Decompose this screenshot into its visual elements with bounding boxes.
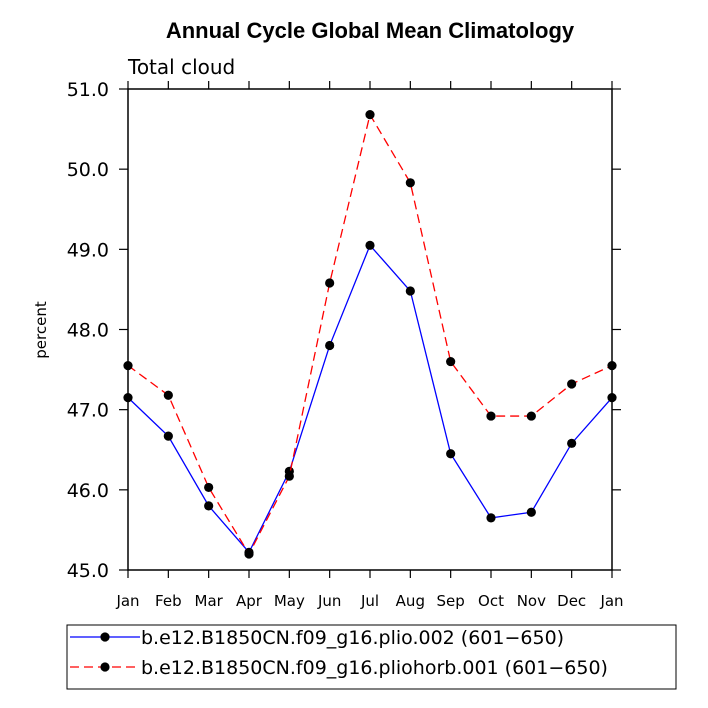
x-tick-label: Sep — [437, 592, 465, 610]
x-tick-label: Feb — [155, 592, 182, 610]
x-tick-label: Nov — [517, 592, 546, 610]
x-tick-label: Mar — [195, 592, 224, 610]
chart-title: Annual Cycle Global Mean Climatology — [166, 18, 575, 43]
series-2-point — [526, 411, 536, 421]
series-line-2 — [127, 112, 613, 556]
series-1-point — [486, 513, 496, 523]
series-layer — [123, 110, 617, 559]
legend: b.e12.B1850CN.f09_g16.plio.002 (601−650)… — [66, 624, 677, 690]
series-2-point — [163, 390, 173, 400]
series-2-point — [325, 278, 335, 288]
series-1-point — [163, 431, 173, 441]
series-2-point — [244, 549, 254, 559]
x-tick-label: Apr — [236, 592, 263, 610]
x-tick-label: Jun — [317, 592, 341, 610]
x-tick-label: Dec — [557, 592, 586, 610]
series-2-point — [284, 471, 294, 481]
series-line-1 — [127, 244, 613, 554]
y-tick-label: 51.0 — [67, 79, 109, 101]
series-2-point — [607, 360, 617, 371]
series-2-point — [405, 178, 415, 188]
y-tick-label: 46.0 — [67, 480, 109, 502]
series-2-point — [123, 360, 133, 371]
y-tick-label: 48.0 — [67, 320, 109, 342]
x-axis: Jan Feb Mar Apr May Jun Jul Aug Sep Oct Nov Dec Jan — [115, 81, 624, 610]
series-2-point — [446, 356, 456, 367]
series-1-point — [567, 438, 577, 448]
series-1-point — [325, 340, 335, 351]
y-tick-label: 49.0 — [67, 239, 109, 261]
y-tick-label: 50.0 — [67, 159, 109, 181]
series-2-point — [486, 411, 496, 421]
y-tick-label: 45.0 — [67, 560, 109, 582]
series-2-point — [204, 482, 214, 493]
x-tick-label: Aug — [396, 592, 425, 610]
legend-marker-2 — [100, 662, 110, 672]
series-1-point — [446, 449, 456, 459]
legend-label-1: b.e12.B1850CN.f09_g16.plio.002 (601−650) — [141, 627, 564, 649]
series-2-point — [365, 110, 375, 120]
x-tick-label: Jul — [360, 592, 379, 610]
y-axis: 45.0 46.0 47.0 48.0 49.0 50.0 51.0 — [67, 79, 621, 582]
chart-subtitle: Total cloud — [127, 55, 235, 79]
y-tick-label: 47.0 — [67, 400, 109, 422]
series-1-point — [607, 393, 617, 403]
legend-box — [66, 624, 677, 690]
series-1-point — [405, 286, 415, 296]
y-axis-label: percent — [32, 301, 50, 359]
x-tick-label: Jan — [115, 592, 139, 610]
series-1-point — [204, 501, 214, 511]
series-2-point — [567, 379, 577, 389]
series-1-point — [526, 507, 536, 517]
x-tick-label: Oct — [478, 592, 504, 610]
series-1-point — [365, 240, 375, 250]
series-1-point — [123, 393, 133, 403]
x-tick-label: Jan — [599, 592, 623, 610]
x-tick-label: May — [274, 592, 305, 610]
legend-label-2: b.e12.B1850CN.f09_g16.pliohorb.001 (601−… — [141, 657, 608, 679]
legend-marker-1 — [100, 632, 110, 642]
